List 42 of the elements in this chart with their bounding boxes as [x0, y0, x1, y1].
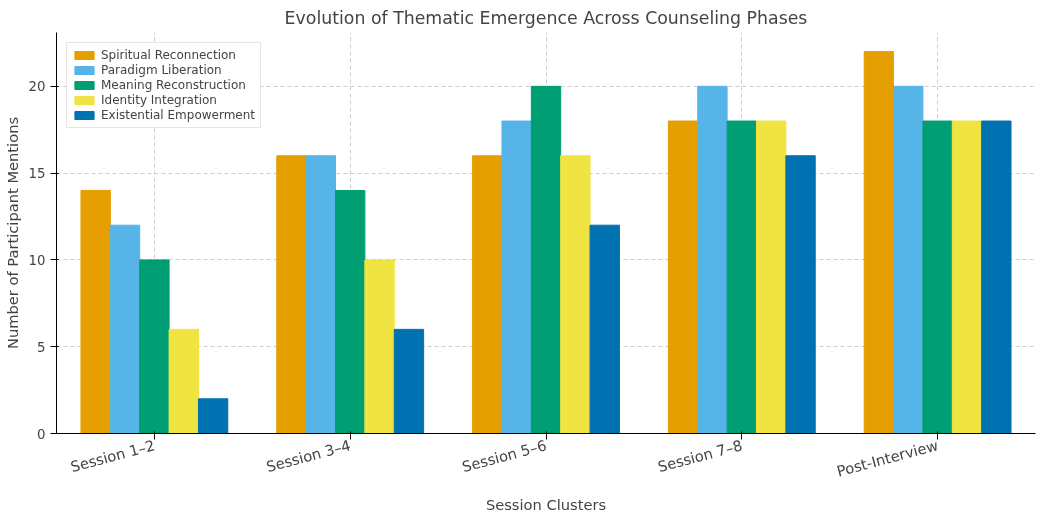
bar [393, 328, 425, 434]
x-tick-label: Session 3–4 [264, 436, 353, 476]
bar [726, 120, 757, 434]
y-tick-label: 15 [28, 166, 46, 182]
bar [697, 85, 728, 434]
x-tick-label: Session 5–6 [460, 436, 549, 476]
y-tick-label: 0 [37, 426, 46, 442]
bar [922, 120, 953, 434]
chart-title: Evolution of Thematic Emergence Across Counseling Phases [284, 7, 808, 28]
y-tick-label: 5 [37, 339, 46, 355]
bar [168, 328, 199, 434]
legend-label: Meaning Reconstruction [101, 78, 246, 92]
y-tick-label: 20 [28, 79, 46, 95]
bar [501, 120, 532, 434]
bar [305, 155, 337, 434]
bar [560, 155, 591, 434]
bar [109, 224, 141, 434]
bar [335, 189, 366, 434]
bar [951, 120, 983, 434]
bar [197, 398, 229, 434]
bar [80, 189, 111, 434]
x-tick-label: Session 1–2 [68, 436, 157, 476]
bar [530, 85, 562, 434]
bar [981, 120, 1012, 434]
bar [364, 259, 395, 434]
bar [276, 155, 307, 434]
bar [863, 51, 895, 434]
bar [667, 120, 699, 434]
bar [785, 155, 816, 434]
bar [755, 120, 787, 434]
legend-label: Spiritual Reconnection [101, 48, 236, 62]
legend-label: Existential Empowerment [101, 108, 256, 122]
x-axis-title: Session Clusters [485, 495, 607, 513]
x-tick-label: Session 7–8 [655, 436, 745, 476]
y-tick-label: 10 [28, 252, 46, 268]
bar [589, 224, 620, 434]
legend-label: Identity Integration [101, 93, 217, 107]
bar [472, 155, 503, 434]
bar [139, 259, 170, 434]
legend-label: Paradigm Liberation [101, 63, 222, 77]
y-axis-title: Number of Participant Mentions [3, 116, 21, 350]
bar [893, 85, 924, 434]
